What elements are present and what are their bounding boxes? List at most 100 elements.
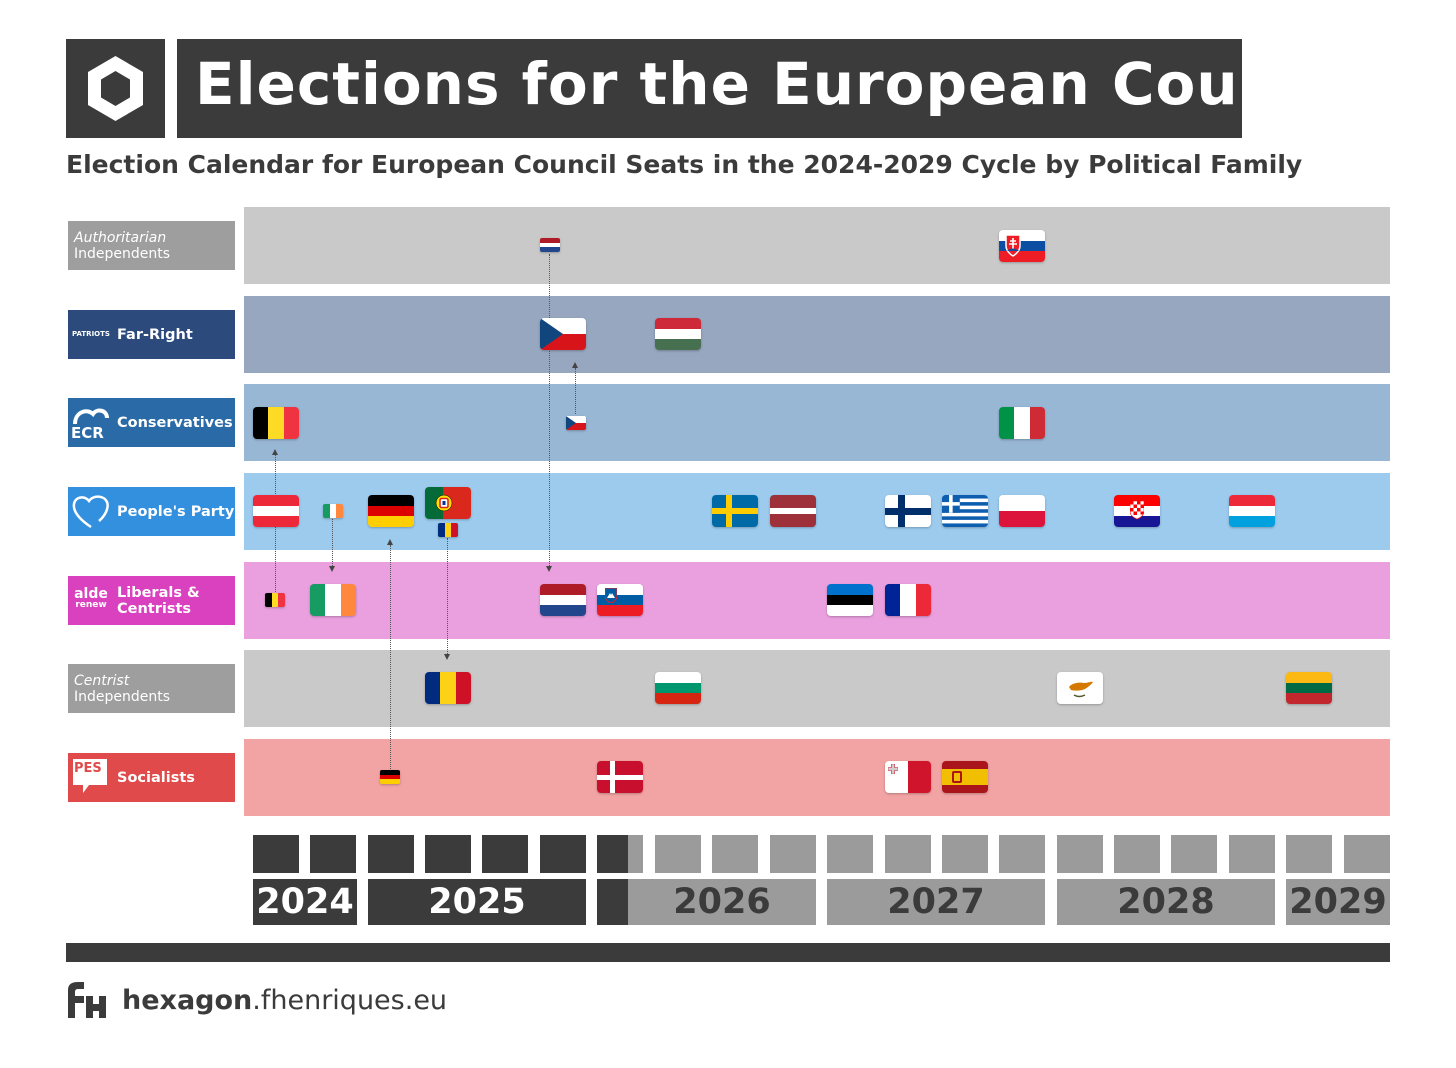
timeline-block bbox=[310, 835, 356, 873]
flag-denmark bbox=[597, 761, 643, 793]
fh-logo-icon bbox=[66, 980, 108, 1020]
year-label-2024: 2024 bbox=[253, 879, 357, 925]
flag-germany bbox=[368, 495, 414, 527]
timeline-block bbox=[770, 835, 816, 873]
patriots-logo-icon: PATRIOTS bbox=[72, 330, 110, 338]
flag-slovakia bbox=[999, 230, 1045, 262]
flag-finland bbox=[885, 495, 931, 527]
flag-croatia bbox=[1114, 495, 1160, 527]
spain-coat-of-arms bbox=[952, 771, 962, 783]
arrow-up-icon bbox=[272, 449, 278, 455]
row-liberals-centrists bbox=[244, 562, 1390, 639]
footer-url[interactable]: hexagon.fhenriques.eu bbox=[122, 985, 447, 1016]
row-authoritarian-independents bbox=[244, 207, 1390, 284]
label-line-2: Independents bbox=[74, 245, 171, 262]
connector-ireland bbox=[332, 519, 333, 566]
year-label-2026: 2026 bbox=[628, 879, 816, 925]
flag-ireland-small bbox=[323, 504, 343, 518]
arrow-down-icon bbox=[546, 566, 552, 572]
year-label-2025: 2025 bbox=[368, 879, 586, 925]
timeline-block bbox=[1171, 835, 1217, 873]
year-label-2027: 2027 bbox=[827, 879, 1045, 925]
flag-slovenia bbox=[597, 584, 643, 616]
logo-box bbox=[66, 39, 165, 138]
bottom-bar bbox=[66, 943, 1390, 962]
flag-bulgaria bbox=[655, 672, 701, 704]
flag-ireland bbox=[310, 584, 356, 616]
ecr-badge-text: ECR bbox=[71, 424, 104, 442]
flag-netherlands bbox=[540, 584, 586, 616]
flag-cyprus bbox=[1057, 672, 1103, 704]
label-line-2: Independents bbox=[74, 688, 171, 705]
flag-spain bbox=[942, 761, 988, 793]
flag-latvia bbox=[770, 495, 816, 527]
row-conservatives bbox=[244, 384, 1390, 461]
flag-belgium-small bbox=[265, 593, 285, 607]
label-conservatives: ECR Conservatives bbox=[68, 398, 235, 447]
label-text: People's Party bbox=[117, 503, 235, 520]
flag-malta bbox=[885, 761, 931, 793]
label-line-1: Authoritarian bbox=[74, 229, 167, 246]
timeline-block bbox=[1229, 835, 1275, 873]
slovakia-coat-of-arms bbox=[1005, 234, 1021, 257]
label-line-1: Centrist bbox=[74, 672, 130, 689]
label-authoritarian-independents: Authoritarian Independents bbox=[68, 221, 235, 270]
footer-brand: hexagon bbox=[122, 985, 253, 1016]
arrow-up-icon bbox=[387, 539, 393, 545]
timeline-block bbox=[1114, 835, 1160, 873]
flag-czechia bbox=[540, 318, 586, 350]
flag-czechia-small bbox=[566, 416, 586, 430]
page-subtitle: Election Calendar for European Council S… bbox=[66, 150, 1303, 179]
page-title: Elections for the European Council bbox=[195, 50, 1359, 118]
flag-netherlands-small bbox=[540, 238, 560, 252]
connector-netherlands bbox=[549, 254, 550, 566]
title-box bbox=[177, 39, 1242, 138]
flag-greece bbox=[942, 495, 988, 527]
flag-austria bbox=[253, 495, 299, 527]
alde-renew-logo-icon: alde renew bbox=[71, 580, 111, 620]
timeline-block bbox=[827, 835, 873, 873]
label-text: Socialists bbox=[117, 769, 195, 786]
epp-heart-icon bbox=[71, 491, 111, 531]
timeline-block bbox=[1344, 835, 1390, 873]
row-centrist-independents bbox=[244, 650, 1390, 727]
connector-czechia bbox=[575, 368, 576, 414]
arrow-down-icon bbox=[329, 566, 335, 572]
label-text: Far-Right bbox=[117, 326, 193, 343]
timeline-block bbox=[1286, 835, 1332, 873]
timeline-block bbox=[655, 835, 701, 873]
arrow-up-icon bbox=[572, 362, 578, 368]
arrow-down-icon bbox=[444, 654, 450, 660]
flag-poland bbox=[999, 495, 1045, 527]
flag-germany-small bbox=[380, 770, 400, 784]
timeline-block bbox=[712, 835, 758, 873]
year-label-2029: 2029 bbox=[1286, 879, 1390, 925]
flag-italy bbox=[999, 407, 1045, 439]
flag-romania-small bbox=[438, 523, 458, 537]
flag-estonia bbox=[827, 584, 873, 616]
timeline-block bbox=[425, 835, 471, 873]
connector-germany bbox=[390, 545, 391, 769]
flag-france bbox=[885, 584, 931, 616]
footer-domain: .fhenriques.eu bbox=[252, 985, 448, 1016]
row-peoples-party bbox=[244, 473, 1390, 550]
connector-romania bbox=[447, 538, 448, 654]
label-liberals-centrists: alde renew Liberals & Centrists bbox=[68, 576, 235, 625]
label-centrist-independents: Centrist Independents bbox=[68, 664, 235, 713]
timeline-block bbox=[482, 835, 528, 873]
renew-badge-text: renew bbox=[75, 600, 107, 610]
timeline-block bbox=[999, 835, 1045, 873]
flag-lithuania bbox=[1286, 672, 1332, 704]
timeline-block-current bbox=[597, 835, 643, 873]
george-cross-icon bbox=[888, 764, 898, 774]
label-text: Conservatives bbox=[117, 414, 233, 431]
hexagon-icon bbox=[88, 56, 143, 121]
label-socialists: PES Socialists bbox=[68, 753, 235, 802]
timeline-block bbox=[368, 835, 414, 873]
flag-belgium bbox=[253, 407, 299, 439]
timeline-block bbox=[253, 835, 299, 873]
flag-luxembourg bbox=[1229, 495, 1275, 527]
flag-hungary bbox=[655, 318, 701, 350]
label-peoples-party: People's Party bbox=[68, 487, 235, 536]
timeline-block bbox=[942, 835, 988, 873]
